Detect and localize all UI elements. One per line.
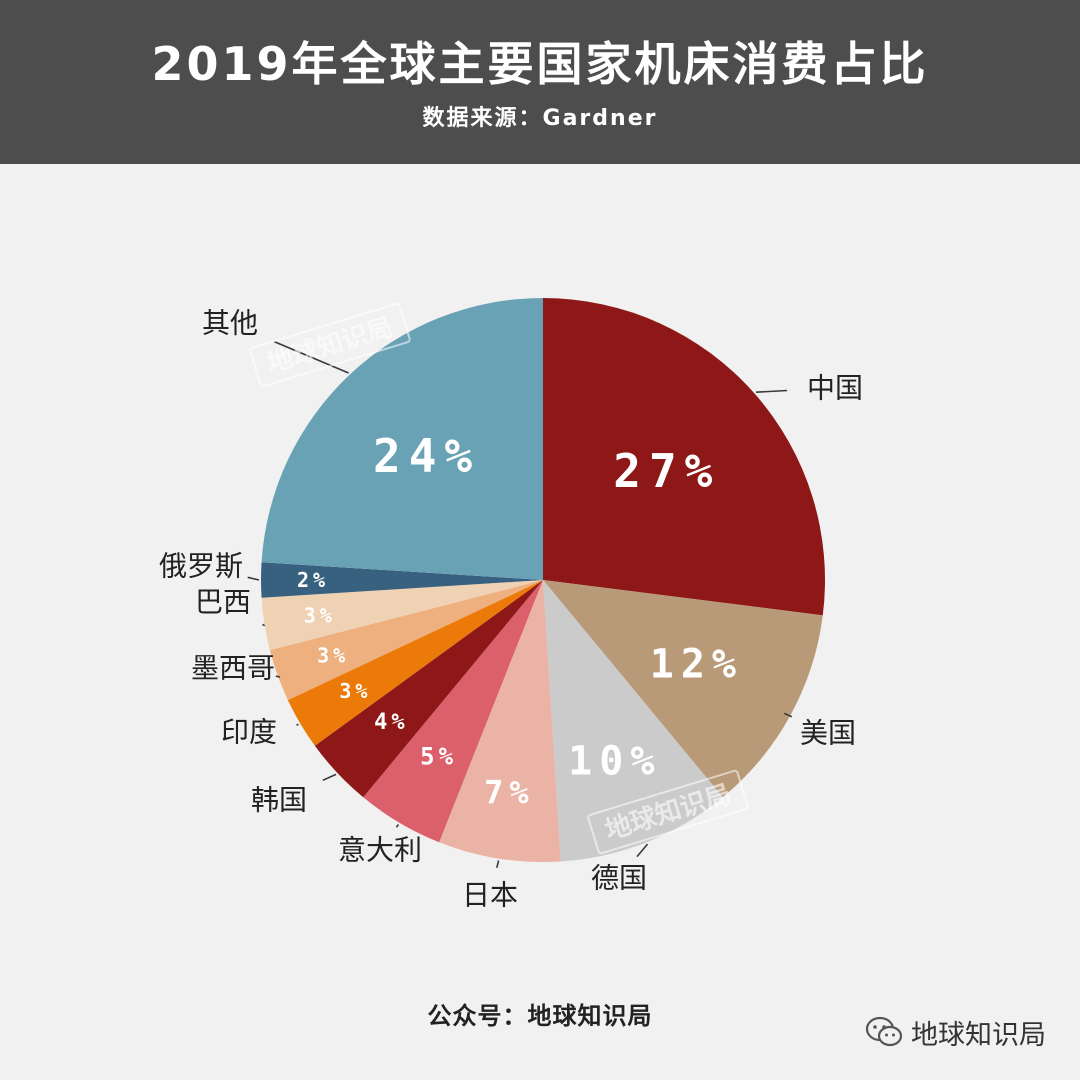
pie-slice (269, 580, 543, 701)
slice-category-label: 日本 (462, 879, 518, 912)
pie-slice (363, 580, 543, 843)
slice-category-label: 韩国 (251, 784, 307, 817)
pie-slice (439, 580, 561, 862)
slice-value-label: 3% (339, 679, 371, 703)
slice-value-label: 4% (374, 710, 409, 735)
leader-line (322, 773, 337, 782)
slice-value-label: 7% (484, 773, 535, 811)
chart-subtitle: 数据来源：Gardner (422, 106, 658, 131)
pie-value-labels: 27%12%10%7%5%4%3%3%3%2%24% (297, 429, 743, 811)
header-bar: 2019年全球主要国家机床消费占比 数据来源：Gardner (0, 0, 1080, 164)
pie-slices (261, 298, 826, 862)
pie-slice (261, 298, 543, 580)
pie-leader-lines (247, 340, 793, 868)
slice-category-label: 俄罗斯 (159, 550, 243, 583)
slice-category-label: 美国 (800, 717, 856, 750)
leader-line (755, 389, 788, 393)
slice-category-label: 中国 (807, 372, 863, 405)
slice-value-label: 3% (304, 603, 336, 627)
slice-category-label: 德国 (591, 862, 647, 895)
pie-slice (261, 562, 543, 598)
slice-category-label: 巴西 (195, 586, 251, 619)
pie-slice (543, 298, 826, 616)
pie-slice (543, 580, 823, 798)
brand-badge: 地球知识局 (865, 1014, 1046, 1051)
leader-line (395, 824, 400, 828)
chart-title: 2019年全球主要国家机床消费占比 (151, 37, 929, 91)
leader-line (636, 843, 649, 858)
leader-line (496, 860, 500, 868)
leader-line (783, 712, 793, 718)
slice-value-label: 24% (373, 429, 480, 483)
slice-value-label: 12% (650, 641, 743, 687)
pie-slice (287, 580, 543, 746)
slice-category-label: 印度 (221, 716, 277, 749)
pie-slice (314, 580, 543, 798)
slice-category-label: 其他 (202, 307, 258, 340)
pie-slice (261, 580, 543, 651)
pie-slice (543, 580, 723, 862)
slice-value-label: 27% (613, 444, 720, 498)
slice-value-label: 5% (420, 743, 457, 771)
leader-line (247, 576, 260, 581)
leader-line (275, 675, 281, 678)
slice-value-label: 3% (317, 644, 349, 668)
slice-value-label: 10% (568, 738, 661, 784)
slice-category-label: 意大利 (338, 834, 422, 867)
leader-line (273, 340, 349, 374)
footer-account: 公众号：地球知识局 (427, 1002, 653, 1030)
slice-value-label: 2% (297, 568, 329, 592)
slice-category-label: 墨西哥 (191, 652, 275, 685)
wechat-icon (865, 1016, 903, 1047)
brand-name: 地球知识局 (911, 1019, 1046, 1051)
leader-line (262, 623, 266, 627)
